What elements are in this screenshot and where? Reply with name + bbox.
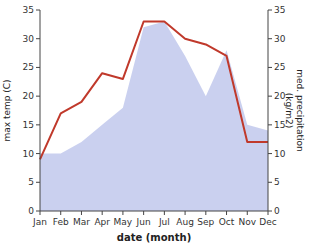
x-tick: [60, 211, 61, 215]
y2-tick: [268, 38, 272, 39]
y2-tick-label: 25: [274, 62, 285, 72]
y-tick-label: 10: [23, 149, 35, 159]
precipitation-area: [40, 21, 268, 211]
y2-tick-label: 30: [274, 34, 286, 44]
y-tick: [36, 211, 40, 212]
x-tick: [122, 211, 123, 215]
x-tick-label: Sep: [197, 217, 214, 227]
x-tick-label: Jan: [32, 217, 47, 227]
y-tick: [36, 96, 40, 97]
x-tick-label: Mar: [73, 217, 90, 227]
x-tick-label: Dec: [259, 217, 276, 227]
x-tick: [205, 211, 206, 215]
x-tick: [102, 211, 103, 215]
x-tick-label: Apr: [94, 217, 110, 227]
y-tick-label: 35: [23, 5, 34, 15]
y-tick-label: 30: [23, 34, 35, 44]
x-tick: [81, 211, 82, 215]
x-tick: [247, 211, 248, 215]
y2-tick: [268, 124, 272, 125]
y-tick: [36, 38, 40, 39]
x-tick-label: Feb: [53, 217, 69, 227]
y2-tick: [268, 182, 272, 183]
x-tick-label: Jul: [158, 217, 170, 227]
y-tick: [36, 153, 40, 154]
x-axis-label: date (month): [117, 232, 191, 243]
y-axis-label: max temp (C): [2, 79, 12, 141]
x-axis-line: [40, 211, 268, 212]
y2-axis-label-line: (kg/m2): [284, 93, 294, 128]
x-tick: [40, 211, 41, 215]
y2-tick: [268, 67, 272, 68]
y-tick: [36, 182, 40, 183]
y-tick-label: 15: [23, 120, 34, 130]
y2-tick: [268, 10, 272, 11]
x-tick-label: Nov: [238, 217, 256, 227]
y2-tick: [268, 153, 272, 154]
y-tick: [36, 10, 40, 11]
x-tick: [143, 211, 144, 215]
y-tick-label: 25: [23, 62, 34, 72]
y2-tick: [268, 96, 272, 97]
x-tick-label: Jun: [136, 217, 151, 227]
x-tick: [268, 211, 269, 215]
x-tick-label: Aug: [176, 217, 194, 227]
x-tick: [185, 211, 186, 215]
y2-tick-label: 5: [274, 177, 280, 187]
y-tick-label: 0: [28, 206, 34, 216]
y2-tick-label: 10: [274, 149, 286, 159]
x-tick-label: May: [114, 217, 133, 227]
x-tick-label: Oct: [219, 217, 235, 227]
x-tick: [164, 211, 165, 215]
y-tick: [36, 67, 40, 68]
y2-axis-label-line: med. precipitation: [295, 69, 305, 151]
y2-tick-label: 35: [274, 5, 285, 15]
temperature-line: [40, 21, 268, 159]
y-tick-label: 20: [23, 91, 35, 101]
y-tick-label: 5: [28, 177, 34, 187]
y2-axis-label: med. precipitation(kg/m2): [284, 69, 305, 151]
y-axis-line: [40, 10, 41, 211]
y2-axis-line: [268, 10, 269, 211]
y2-tick: [268, 211, 272, 212]
y-tick: [36, 124, 40, 125]
x-tick: [226, 211, 227, 215]
y2-tick-label: 0: [274, 206, 280, 216]
